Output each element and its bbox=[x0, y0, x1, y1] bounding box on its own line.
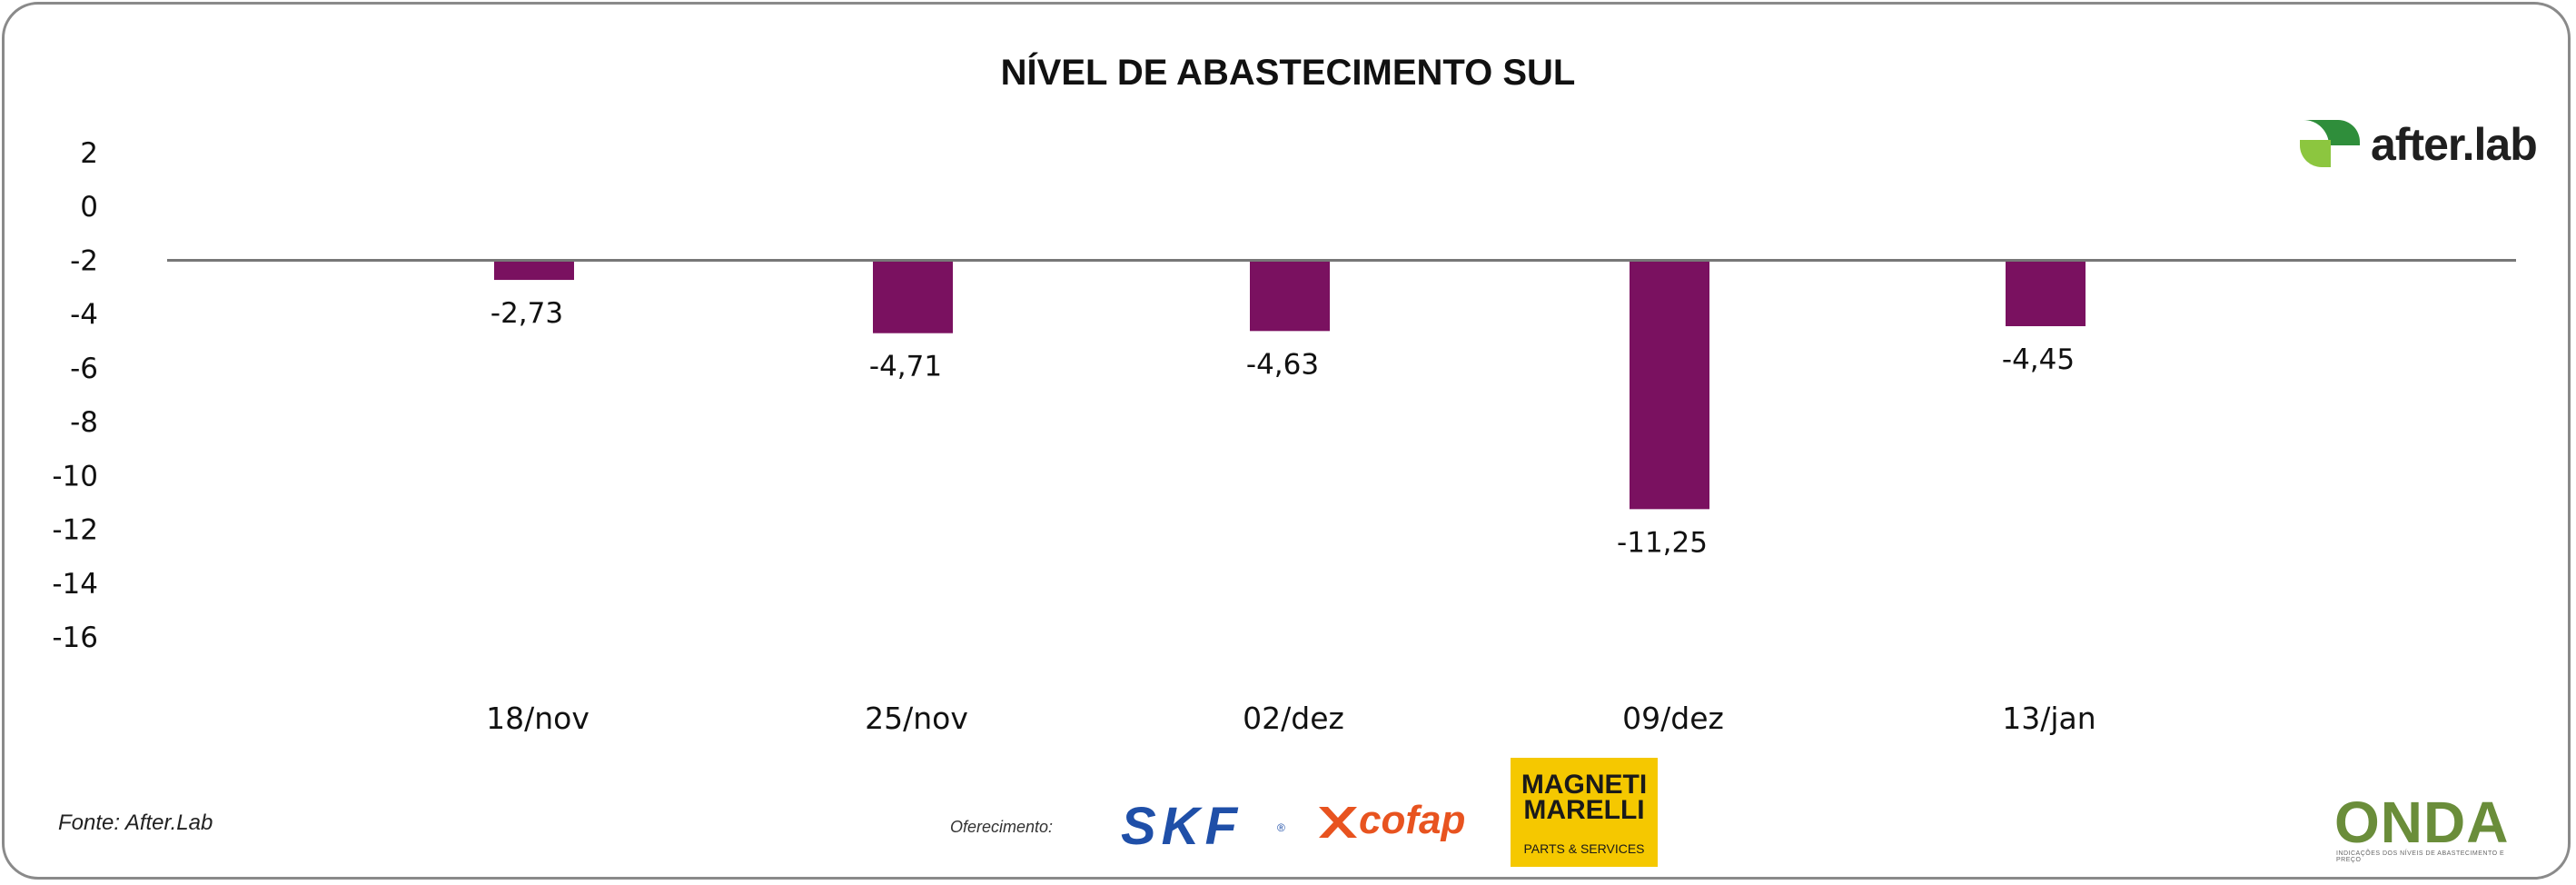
magneti-marelli-subtitle: PARTS & SERVICES bbox=[1523, 841, 1645, 856]
y-tick-label: -16 bbox=[52, 621, 98, 654]
bar bbox=[494, 260, 574, 281]
y-tick-label: -14 bbox=[52, 568, 98, 601]
bar bbox=[1630, 260, 1709, 510]
magneti-marelli-wordmark: MAGNETI MARELLI bbox=[1521, 770, 1648, 825]
bar bbox=[1250, 260, 1330, 332]
skf-logo: SKF bbox=[1121, 797, 1243, 856]
bar bbox=[873, 260, 953, 333]
x-tick-label: 25/nov bbox=[865, 701, 968, 736]
y-tick-label: -2 bbox=[70, 244, 98, 277]
x-tick-label: 13/jan bbox=[2002, 701, 2095, 736]
source-note: Fonte: After.Lab bbox=[58, 810, 213, 835]
cofap-x-icon bbox=[1319, 807, 1357, 838]
x-tick-label: 02/dez bbox=[1243, 701, 1344, 736]
x-tick-label: 09/dez bbox=[1622, 701, 1724, 736]
afterlab-leaf-icon bbox=[2300, 120, 2360, 167]
skf-registered-mark: ® bbox=[1277, 821, 1285, 834]
y-tick-label: -4 bbox=[70, 299, 98, 332]
afterlab-logo: after.lab bbox=[2296, 116, 2547, 176]
afterlab-wordmark: after.lab bbox=[2371, 119, 2538, 170]
x-tick-label: 18/nov bbox=[486, 701, 590, 736]
data-label: -11,25 bbox=[1617, 526, 1708, 559]
y-tick-label: -6 bbox=[70, 353, 98, 385]
y-tick-label: 0 bbox=[80, 191, 98, 224]
cofap-logo: cofap bbox=[1313, 798, 1479, 849]
sponsor-label: Oferecimento: bbox=[950, 818, 1054, 836]
y-tick-label: -8 bbox=[70, 406, 98, 439]
onda-logo: ONDA INDICAÇÕES DOS NÍVEIS DE ABASTECIME… bbox=[2334, 789, 2522, 863]
bar bbox=[2006, 260, 2086, 326]
data-label: -4,71 bbox=[869, 351, 942, 383]
cofap-wordmark: cofap bbox=[1359, 798, 1466, 842]
data-label: -2,73 bbox=[490, 297, 563, 330]
magneti-marelli-logo: MAGNETI MARELLI PARTS & SERVICES bbox=[1511, 758, 1658, 867]
y-tick-label: -10 bbox=[52, 460, 98, 492]
chart-title: NÍVEL DE ABASTECIMENTO SUL bbox=[1000, 53, 1576, 93]
y-tick-label: -12 bbox=[52, 514, 98, 547]
onda-wordmark: ONDA bbox=[2334, 790, 2510, 855]
data-label: -4,45 bbox=[2002, 343, 2075, 376]
onda-tagline: INDICAÇÕES DOS NÍVEIS DE ABASTECIMENTO E… bbox=[2336, 850, 2505, 863]
data-label: -4,63 bbox=[1246, 348, 1319, 381]
y-tick-label: 2 bbox=[80, 137, 98, 170]
